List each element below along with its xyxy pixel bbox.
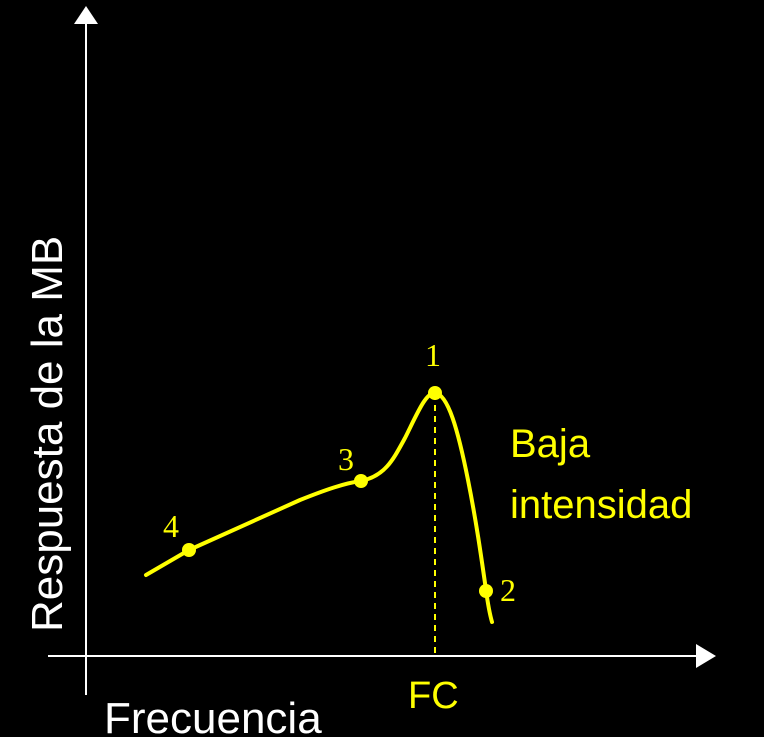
- point-1-marker: [428, 386, 442, 400]
- response-curve: [144, 391, 494, 624]
- point-4-label: 4: [163, 508, 179, 544]
- curve-label-line2: intensidad: [510, 483, 692, 527]
- point-2-marker: [479, 584, 493, 598]
- point-2-label: 2: [500, 572, 516, 608]
- x-axis-label: Frecuencia: [104, 694, 322, 737]
- y-axis-arrowhead: [74, 6, 98, 24]
- y-axis-label: Respuesta de la MB: [23, 236, 72, 632]
- point-3-label: 3: [338, 441, 354, 477]
- point-4-marker: [182, 543, 196, 557]
- fc-label: FC: [408, 675, 459, 717]
- x-axis-arrowhead: [696, 644, 716, 668]
- point-3-marker: [354, 474, 368, 488]
- curve-label-line1: Baja: [510, 422, 591, 466]
- point-1-label: 1: [425, 337, 441, 373]
